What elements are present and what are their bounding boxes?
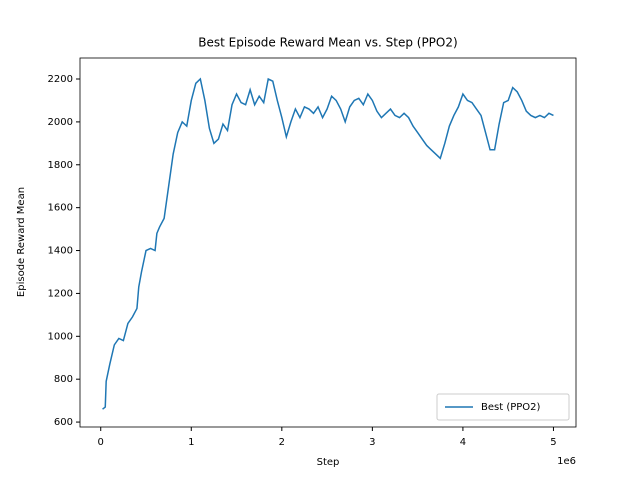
y-tick-label: 2200 <box>48 74 73 85</box>
x-axis-label: Step <box>317 457 340 468</box>
legend-box <box>436 393 570 421</box>
y-tick-label: 1000 <box>48 331 73 342</box>
y-axis-label: Episode Reward Mean <box>16 187 27 297</box>
y-tick-label: 600 <box>54 417 73 428</box>
x-tick-label: 0 <box>98 437 104 448</box>
x-offset-label: 1e6 <box>557 456 576 467</box>
y-tick-label: 1400 <box>48 246 73 257</box>
x-tick-label: 5 <box>550 437 556 448</box>
plot-frame <box>79 57 577 428</box>
legend-label: Best (PPO2) <box>481 402 541 413</box>
y-tick-label: 800 <box>54 374 73 385</box>
y-tick-label: 2000 <box>48 117 73 128</box>
line-series <box>102 77 554 410</box>
y-tick-label: 1600 <box>48 203 73 214</box>
chart-title: Best Episode Reward Mean vs. Step (PPO2) <box>198 36 457 50</box>
y-tick-label: 1800 <box>48 160 73 171</box>
x-tick-label: 2 <box>279 437 285 448</box>
x-tick-label: 4 <box>460 437 466 448</box>
x-tick-label: 3 <box>369 437 375 448</box>
y-tick-label: 1200 <box>48 288 73 299</box>
x-tick-label: 1 <box>188 437 194 448</box>
